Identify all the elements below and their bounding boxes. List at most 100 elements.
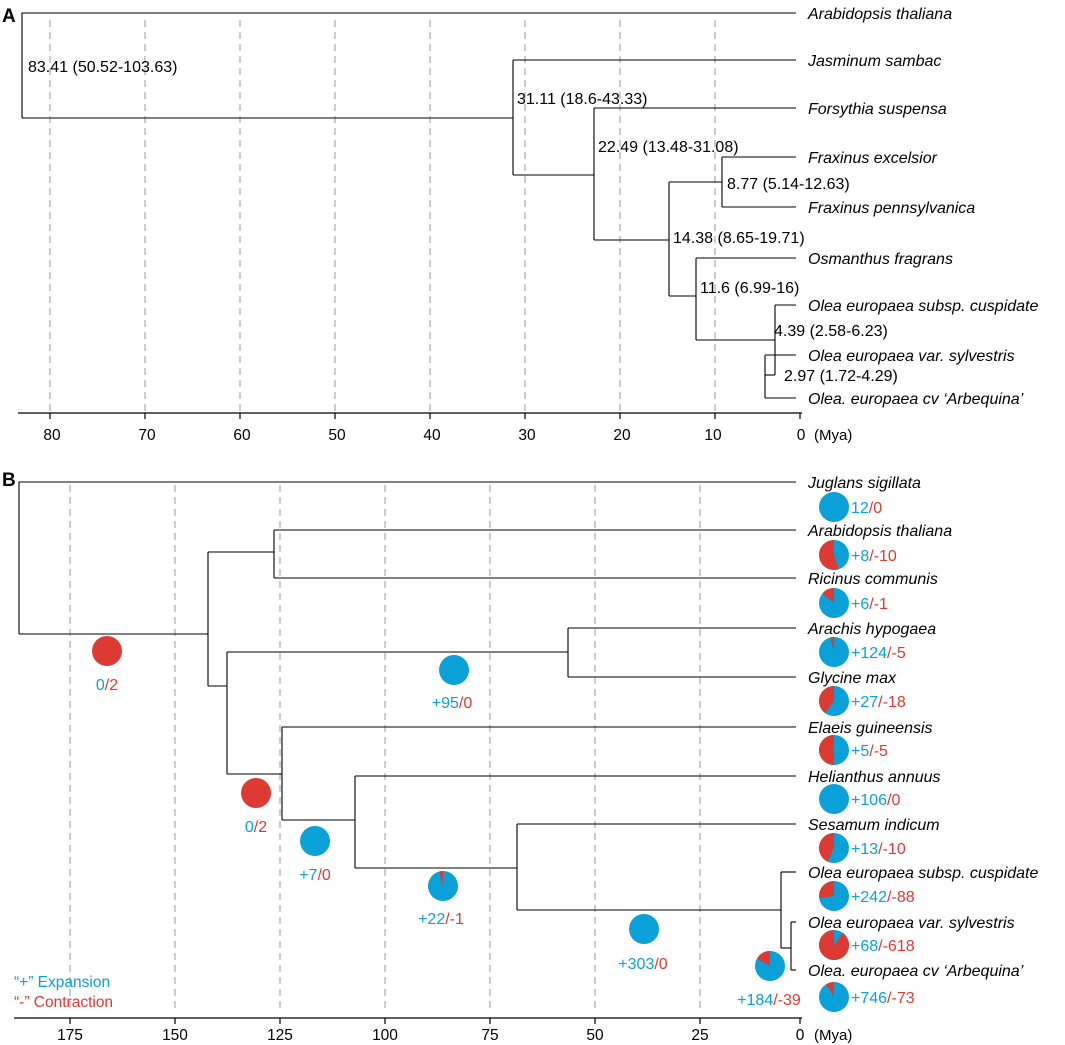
change-count: +746/-73 (851, 990, 915, 1007)
pie-contraction-slice (822, 588, 834, 603)
tip-change: +6/-1 (819, 588, 888, 618)
change-pie (819, 735, 849, 765)
internal-change: +22/-1 (418, 871, 464, 928)
axis-tick-label: 50 (586, 1027, 604, 1044)
pie-contraction-slice (819, 735, 834, 765)
species-label: Osmanthus fragrans (808, 251, 953, 268)
contraction-count: 0 (659, 956, 668, 973)
species-label: Juglans sigillata (807, 475, 921, 492)
internal-change: +95/0 (432, 655, 472, 712)
contraction-count: -18 (883, 694, 906, 711)
count-separator: / (869, 500, 874, 517)
expansion-count: +6 (851, 596, 869, 613)
count-separator: / (773, 992, 778, 1009)
internal-change: 0/2 (92, 636, 122, 694)
axis-tick-label: 175 (57, 1027, 83, 1044)
axis-tick-label: 60 (233, 427, 251, 444)
expansion-count: +5 (851, 743, 869, 760)
count-separator: / (654, 956, 659, 973)
count-separator: / (459, 695, 464, 712)
node-age-label: 31.11 (18.6-43.33) (517, 91, 647, 108)
tip-change: +746/-73 (819, 982, 915, 1012)
pie-expansion-slice (439, 655, 469, 685)
species-label: Olea europaea subsp. cuspidate (808, 298, 1038, 315)
change-count: +106/0 (851, 792, 901, 809)
change-pie (819, 540, 849, 570)
pie-contraction-slice (818, 686, 834, 714)
contraction-count: 2 (258, 819, 267, 836)
species-label: Olea. europaea cv ‘Arbequina’ (808, 963, 1024, 980)
internal-change: +7/0 (299, 826, 331, 884)
expansion-count: +242 (851, 889, 887, 906)
axis-unit-label: (Mya) (814, 1027, 852, 1044)
change-pie (755, 951, 785, 981)
axis-tick-label: 0 (796, 1027, 805, 1044)
panel-b-label: B (2, 470, 16, 491)
change-count: 12/0 (851, 500, 882, 517)
panel-a-grid (49, 20, 716, 412)
tip-change: +13/-10 (819, 833, 906, 863)
tree-branch (21, 12, 796, 118)
tip-change: +27/-18 (818, 686, 906, 716)
expansion-count: +27 (851, 694, 878, 711)
contraction-count: 0 (322, 867, 331, 884)
count-separator: / (878, 938, 883, 955)
panel-b-species-labels: Juglans sigillata Arabidopsis thaliana R… (807, 475, 1038, 980)
change-count: +13/-10 (851, 841, 906, 858)
contraction-count: -88 (892, 889, 915, 906)
node-age-label: 14.38 (8.65-19.71) (673, 230, 805, 247)
species-label: Helianthus annuus (808, 769, 941, 786)
change-count: +8/-10 (851, 548, 897, 565)
axis-tick-label: 150 (162, 1027, 188, 1044)
panel-b-tip-changes: 12/0 +8/-10 +6/-1 +124/-5 +27/-18 +5/-5 (818, 492, 915, 1012)
species-label: Arabidopsis thaliana (807, 523, 952, 540)
species-label: Glycine max (808, 670, 897, 687)
change-count: +242/-88 (851, 889, 915, 906)
change-pie (819, 784, 849, 814)
count-separator: / (878, 841, 883, 858)
species-label: Olea europaea var. sylvestris (808, 348, 1015, 365)
change-pie (819, 982, 849, 1012)
node-age-label: 83.41 (50.52-103.63) (28, 59, 177, 76)
axis-tick-label: 0 (797, 427, 806, 444)
change-pie (629, 914, 659, 944)
change-count: +5/-5 (851, 743, 888, 760)
change-count: 0/2 (96, 677, 118, 694)
change-count: +303/0 (618, 956, 668, 973)
panel-a: A (2, 6, 1038, 444)
panel-b-internal-changes: 0/2 +95/0 0/2 +7/0 +22/-1 +303/0 (92, 636, 801, 1009)
internal-change: 0/2 (241, 778, 271, 836)
pie-contraction-slice (819, 930, 850, 960)
legend-contraction: “-” Contraction (14, 994, 113, 1011)
species-label: Forsythia suspensa (808, 101, 947, 118)
panel-b: B (2, 470, 1038, 1044)
node-age-label: 8.77 (5.14-12.63) (727, 176, 850, 193)
internal-change: +303/0 (618, 914, 668, 973)
contraction-count: -618 (883, 938, 915, 955)
count-separator: / (254, 819, 259, 836)
change-pie (819, 637, 849, 667)
pie-contraction-slice (92, 636, 122, 666)
expansion-count: +95 (432, 695, 459, 712)
species-label: Arachis hypogaea (807, 621, 936, 638)
node-age-label: 4.39 (2.58-6.23) (774, 323, 888, 340)
pie-contraction-slice (439, 871, 443, 886)
contraction-count: -5 (892, 645, 906, 662)
count-separator: / (887, 889, 892, 906)
tip-change: 12/0 (819, 492, 882, 522)
change-pie (818, 686, 849, 716)
pie-contraction-slice (825, 982, 834, 997)
contraction-count: -10 (883, 841, 906, 858)
count-separator: / (445, 911, 450, 928)
axis-tick-label: 10 (704, 427, 722, 444)
axis-tick-label: 30 (518, 427, 536, 444)
contraction-count: -10 (874, 548, 897, 565)
panel-b-axis: 175 150 125 100 75 50 25 0 (Mya) (14, 1017, 852, 1044)
count-separator: / (887, 792, 892, 809)
species-label: Olea europaea var. sylvestris (808, 915, 1015, 932)
expansion-count: 0 (245, 819, 254, 836)
axis-tick-label: 20 (613, 427, 631, 444)
expansion-count: +184 (737, 992, 773, 1009)
pie-contraction-slice (819, 881, 834, 898)
change-pie (819, 881, 849, 911)
